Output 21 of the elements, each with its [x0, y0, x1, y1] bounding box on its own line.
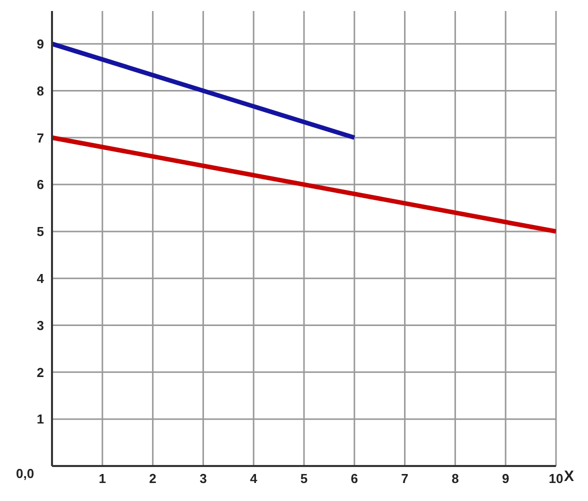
y-tick-label: 7	[36, 130, 44, 146]
x-tick-label: 6	[350, 471, 358, 486]
x-tick-label: 7	[401, 471, 408, 486]
x-tick-label: 4	[250, 471, 258, 486]
x-tick-label: 9	[502, 471, 510, 486]
y-tick-label: 8	[36, 83, 44, 98]
y-tick-label: 3	[36, 318, 44, 333]
text: 0,0	[16, 466, 34, 481]
y-tick-label: 2	[36, 364, 44, 380]
x-tick-label: 10	[548, 471, 564, 486]
x-tick-label: 5	[300, 471, 308, 486]
x-axis-title: X	[564, 468, 574, 485]
y-tick-label: 4	[36, 270, 45, 286]
y-tick-label: 9	[36, 36, 44, 52]
x-tick-label: 3	[200, 471, 207, 486]
y-tick-label: 1	[36, 412, 44, 427]
y-tick-label: 6	[36, 177, 44, 192]
x-tick-label: 8	[452, 471, 459, 486]
x-tick-label: 1	[98, 471, 106, 486]
y-tick-label: 5	[36, 224, 44, 240]
x-tick-label: 2	[149, 471, 156, 486]
